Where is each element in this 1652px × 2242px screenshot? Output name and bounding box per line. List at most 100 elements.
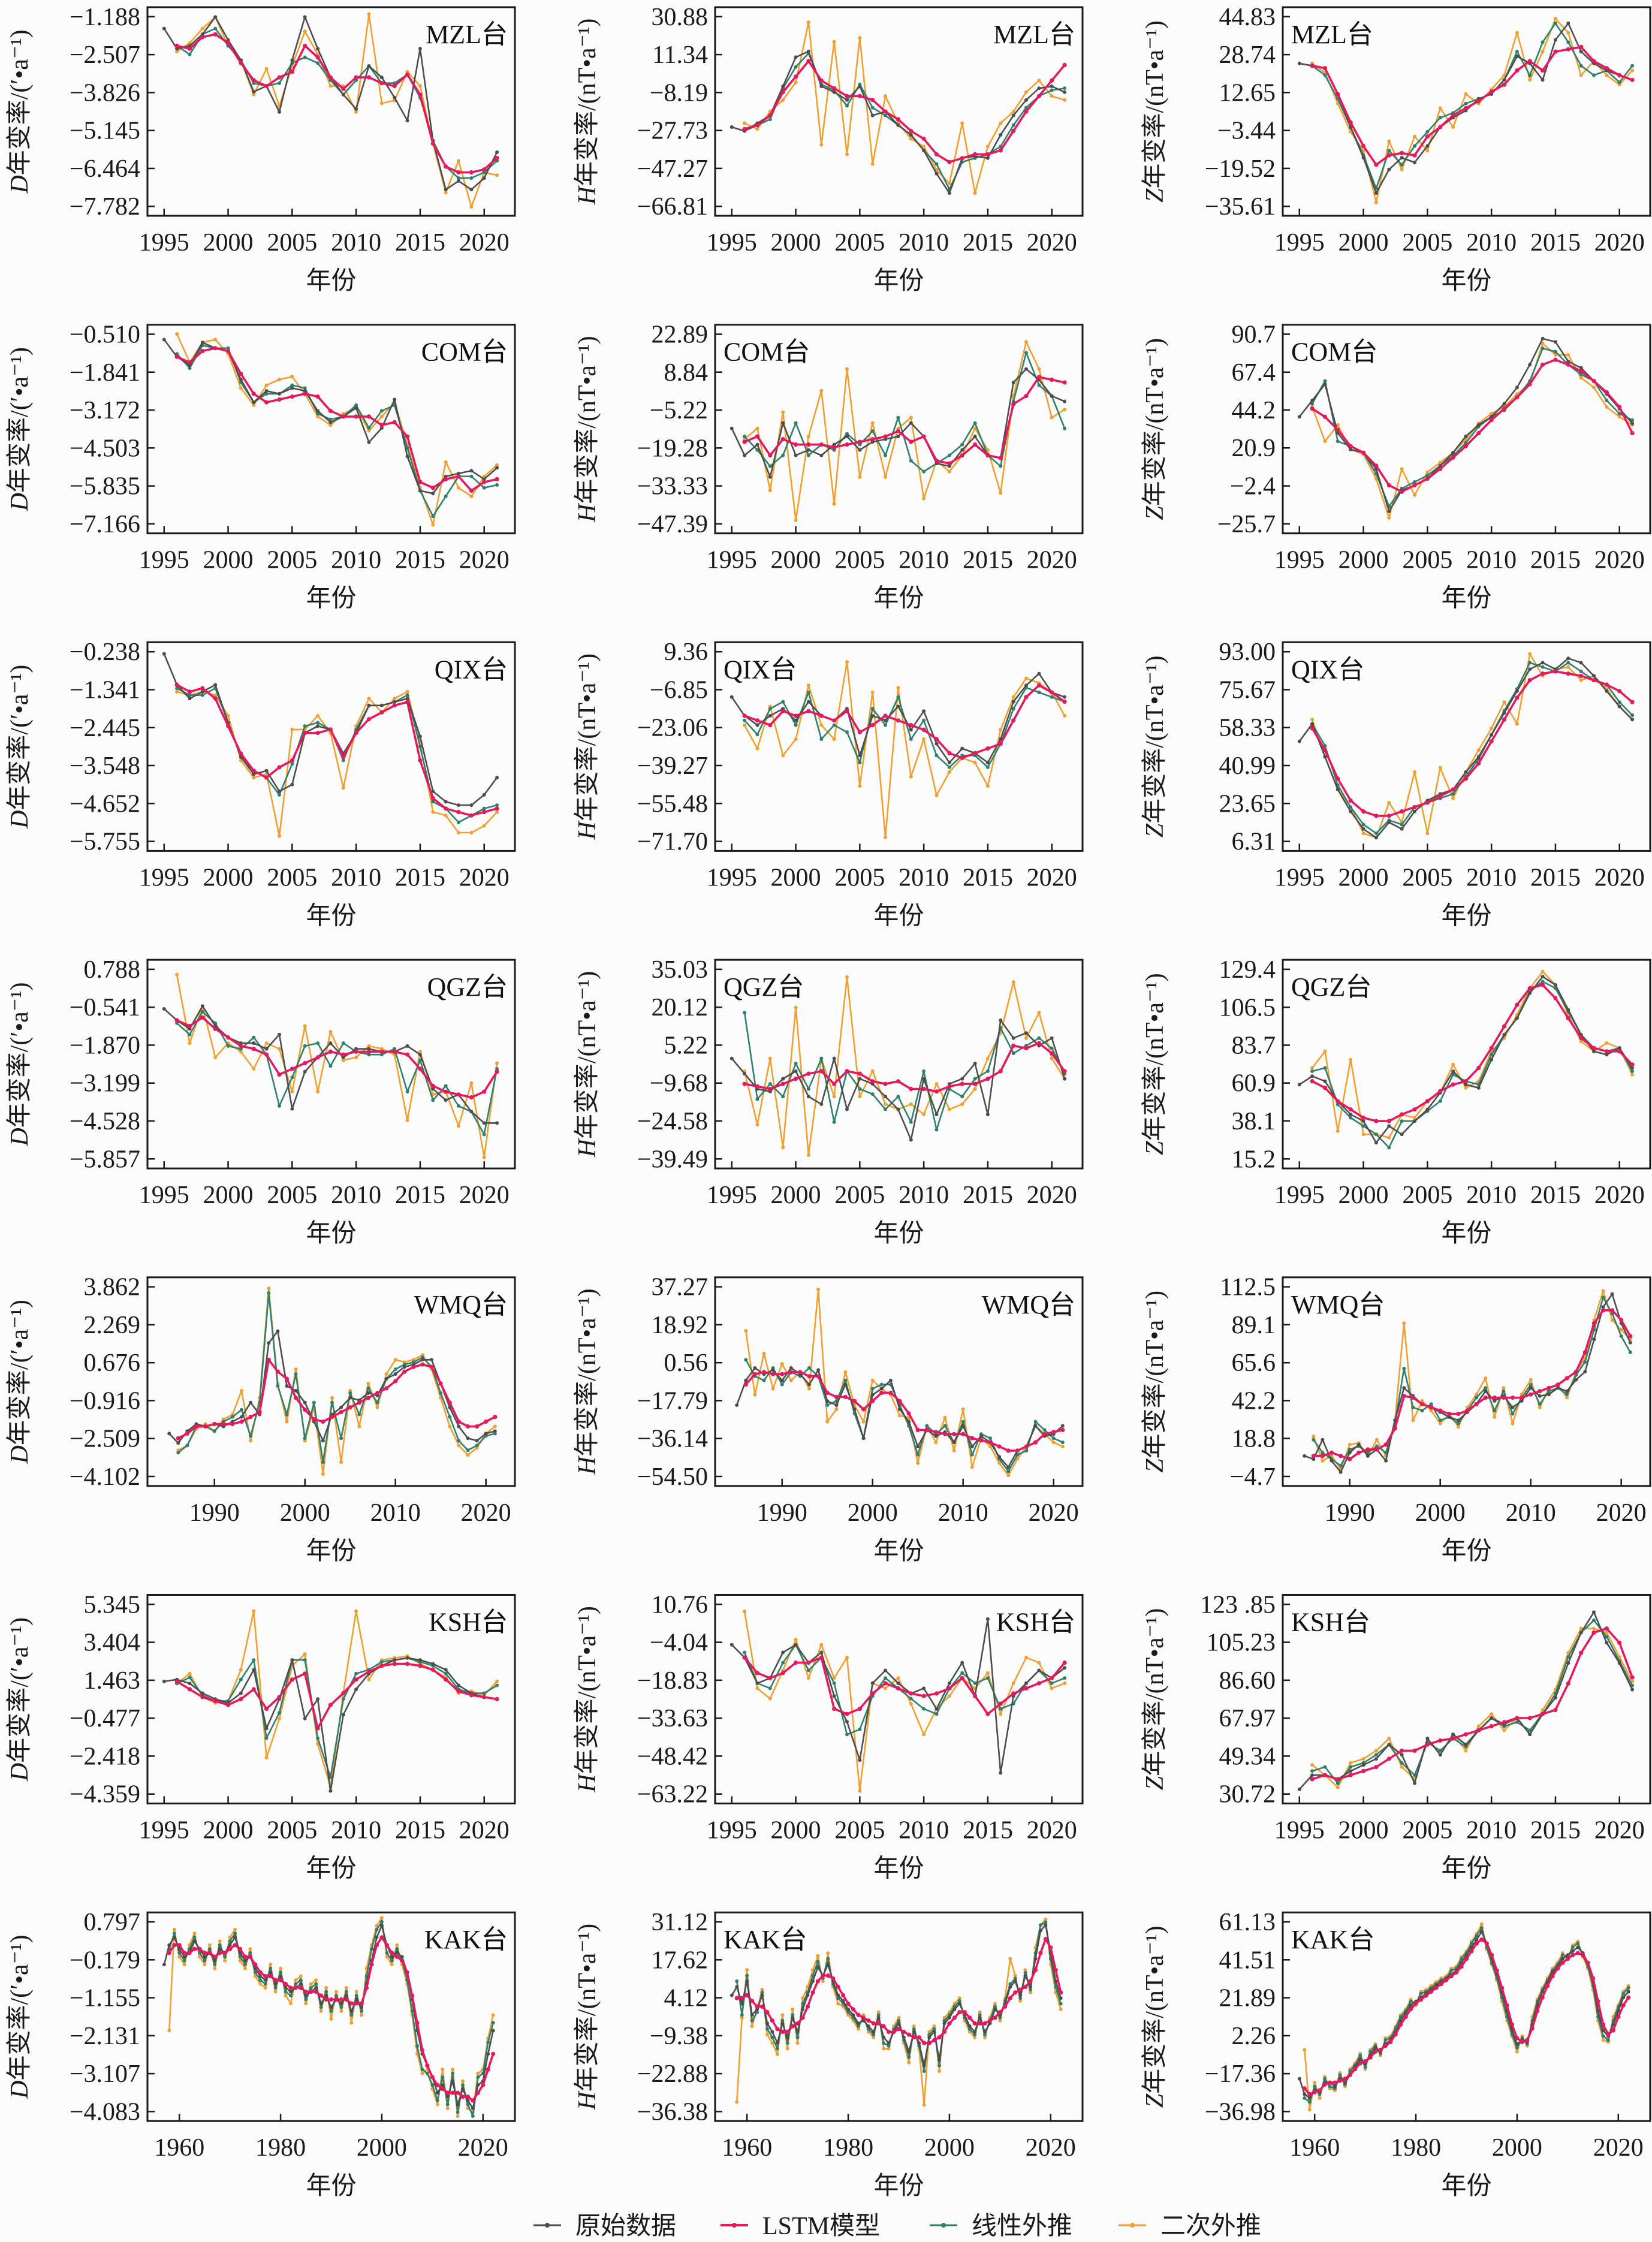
quadratic-data-point [1617,415,1621,419]
raw-data-point [188,1682,192,1686]
linear-data-point [431,1098,435,1102]
lstm-data-point [834,1394,839,1399]
raw-data-point [200,340,204,345]
raw-data-point [1063,695,1067,699]
quadratic-data-point [469,831,474,834]
lstm-data-point [1322,748,1328,752]
quadratic-data-point [457,831,460,834]
linear-data-point [985,1676,990,1680]
lstm-data-point [1489,1045,1494,1050]
raw-data-point [1515,385,1519,390]
lstm-data-point [768,1676,773,1680]
lstm-data-point [1591,1630,1596,1635]
lstm-data-point [1322,1086,1328,1090]
x-tick-label: 2000 [771,547,821,574]
linear-data-point [476,2075,480,2080]
raw-data-point [947,2015,951,2020]
x-tick-label: 2015 [395,229,445,257]
linear-data-point [845,1732,849,1737]
lstm-data-point [831,1976,836,1981]
y-tick-label: −39.49 [637,1146,708,1173]
linear-data-point [780,2018,785,2023]
raw-data-point [1553,38,1557,42]
quadratic-data-point [1059,2007,1063,2011]
quadratic-data-point [1502,1728,1506,1732]
x-tick-label: 2005 [267,1182,317,1209]
lstm-data-point [239,61,243,65]
y-tick-label: −4.503 [70,435,140,462]
quadratic-data-point [1475,1393,1479,1397]
quadratic-data-point [912,2024,916,2028]
linear-data-point [1050,1046,1054,1050]
raw-data-point [188,697,192,701]
raw-data-point [858,1758,862,1762]
linear-data-point [934,1712,939,1716]
lstm-data-point [1616,2014,1621,2019]
lstm-data-point [379,423,384,427]
linear-data-point [495,1683,499,1687]
lstm-data-point [239,372,243,376]
lstm-data-point [213,32,218,37]
raw-data-point [922,709,926,713]
quadratic-data-point [816,1954,820,1958]
raw-data-point [858,754,862,758]
lstm-data-point [1363,2059,1368,2064]
y-axis-title: H年变率/(nT•a⁻¹) [573,1924,601,2111]
y-tick-label: 0.788 [84,956,141,984]
quadratic-data-point [1024,90,1028,94]
lstm-data-point [932,2038,937,2042]
raw-data-point [457,803,460,807]
raw-data-point [1520,1399,1524,1403]
linear-data-point [357,1412,361,1417]
linear-data-point [252,1035,256,1039]
linear-data-point [1336,439,1340,444]
lstm-data-point [392,83,397,89]
lstm-data-point [832,445,837,450]
quadratic-data-point [1464,1086,1468,1090]
lstm-data-point [947,1084,952,1089]
raw-data-point [1451,451,1455,455]
lstm-data-point [909,1691,914,1696]
y-tick-label: 58.33 [1219,715,1276,742]
linear-data-point [1438,1418,1442,1423]
linear-data-point [263,1982,267,1986]
quadratic-data-point [997,1461,1002,1465]
quadratic-data-point [1553,353,1557,357]
lstm-data-point [1515,68,1520,73]
x-tick-label: 2010 [1466,1817,1517,1845]
linear-data-point [1374,831,1378,836]
plot-area [146,1276,516,1487]
linear-data-point [482,1691,486,1695]
lstm-data-point [806,442,811,447]
linear-data-point [1328,2084,1332,2089]
y-axis-title: D年变率/(′•a⁻¹) [5,1300,34,1464]
lstm-data-point [495,477,499,482]
linear-data-point [879,1382,884,1387]
raw-data-point [771,1368,775,1372]
station-label: QGZ台 [427,972,508,1002]
quadratic-data-point [431,810,435,814]
y-tick-label: 67.4 [1232,359,1276,387]
lstm-data-point [187,360,192,365]
lstm-data-point [902,2029,906,2034]
raw-data-point [264,389,269,393]
y-axis-variable: Z [1141,1776,1169,1790]
quadratic-data-point [845,367,849,371]
x-axis-title: 年份 [1441,584,1491,613]
raw-data-point [729,125,734,129]
raw-data-point [175,47,179,51]
lstm-data-point [469,813,474,818]
raw-data-point [418,47,422,51]
y-axis-variable: H [574,1455,601,1475]
raw-data-point [393,1372,397,1376]
lstm-data-point [379,81,384,86]
raw-data-point [469,1110,474,1114]
linear-data-point [795,2035,800,2039]
raw-data-point [200,32,204,37]
raw-data-point [1297,739,1301,743]
lstm-data-point [264,775,269,780]
lstm-data-point [230,1421,235,1427]
linear-data-point [1400,822,1404,827]
lstm-data-point [1476,1065,1481,1071]
linear-data-point [781,1661,785,1665]
